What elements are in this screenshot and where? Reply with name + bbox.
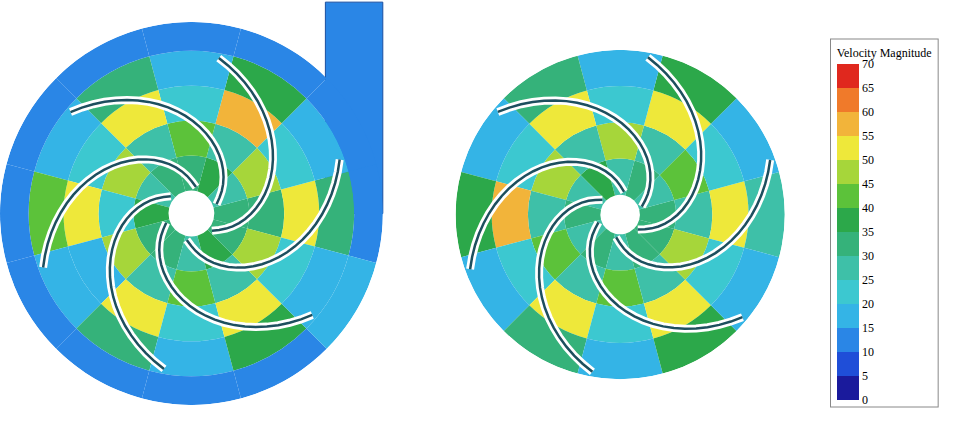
- svg-text:35: 35: [862, 225, 874, 239]
- svg-text:60: 60: [862, 105, 874, 119]
- svg-text:45: 45: [862, 177, 874, 191]
- svg-text:55: 55: [862, 129, 874, 143]
- svg-text:10: 10: [862, 345, 874, 359]
- svg-text:15: 15: [862, 321, 874, 335]
- svg-text:Velocity Magnitude: Velocity Magnitude: [837, 46, 932, 60]
- svg-text:40: 40: [862, 201, 874, 215]
- svg-text:0: 0: [862, 393, 868, 407]
- svg-text:20: 20: [862, 297, 874, 311]
- svg-text:50: 50: [862, 153, 874, 167]
- svg-text:30: 30: [862, 249, 874, 263]
- svg-text:25: 25: [862, 273, 874, 287]
- svg-text:65: 65: [862, 81, 874, 95]
- svg-text:70: 70: [862, 57, 874, 71]
- svg-text:5: 5: [862, 369, 868, 383]
